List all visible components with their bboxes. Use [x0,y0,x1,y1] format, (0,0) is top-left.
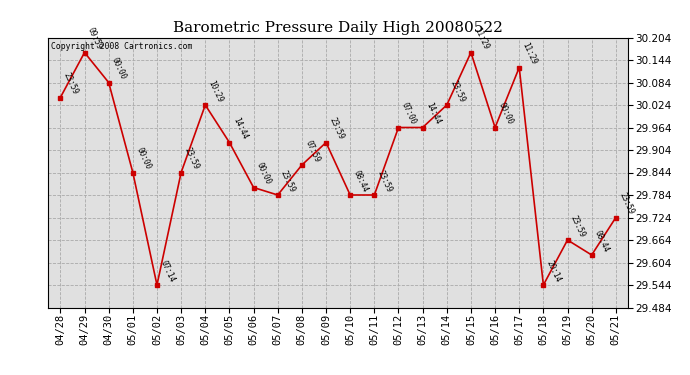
Text: 23:59: 23:59 [62,71,79,96]
Text: 00:00: 00:00 [110,56,128,81]
Text: 23:59: 23:59 [569,214,586,238]
Text: 09:59: 09:59 [86,26,104,51]
Text: 00:00: 00:00 [255,161,273,186]
Text: 23:59: 23:59 [448,79,466,104]
Text: 00:00: 00:00 [497,101,514,126]
Text: 23:59: 23:59 [618,191,635,216]
Text: 14:44: 14:44 [231,116,248,141]
Text: 23:59: 23:59 [328,116,345,141]
Text: Copyright 2008 Cartronics.com: Copyright 2008 Cartronics.com [51,42,193,51]
Text: 07:14: 07:14 [159,259,176,284]
Title: Barometric Pressure Daily High 20080522: Barometric Pressure Daily High 20080522 [173,21,503,35]
Text: 10:29: 10:29 [207,79,224,104]
Text: 07:00: 07:00 [400,101,417,126]
Text: 23:59: 23:59 [279,169,297,194]
Text: 00:00: 00:00 [135,146,152,171]
Text: 23:59: 23:59 [376,169,393,194]
Text: 08:44: 08:44 [352,169,369,194]
Text: 11:29: 11:29 [521,41,538,66]
Text: 14:44: 14:44 [424,101,442,126]
Text: 08:44: 08:44 [593,229,611,254]
Text: 07:59: 07:59 [304,139,321,164]
Text: 20:14: 20:14 [545,259,562,284]
Text: 23:59: 23:59 [183,146,200,171]
Text: 11:29: 11:29 [473,26,490,51]
